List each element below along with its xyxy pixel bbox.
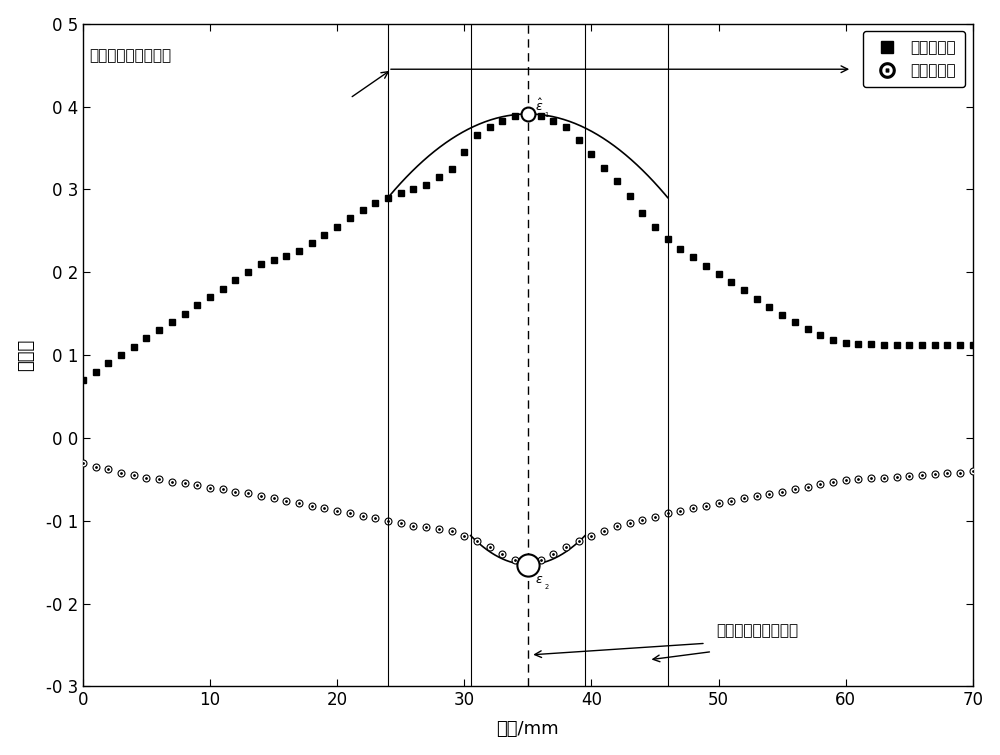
Text: $\hat{\varepsilon}$: $\hat{\varepsilon}$ (535, 97, 544, 114)
X-axis label: 长度/mm: 长度/mm (497, 720, 559, 738)
Legend: 表面主应变, 表面次应变: 表面主应变, 表面次应变 (863, 31, 965, 88)
Text: $\varepsilon$: $\varepsilon$ (535, 573, 544, 586)
Text: 拟合数据区的内边界: 拟合数据区的内边界 (716, 623, 798, 638)
Text: $_{2}$: $_{2}$ (544, 582, 550, 593)
Text: $_{1}$: $_{1}$ (544, 110, 550, 120)
Y-axis label: 真应变: 真应变 (17, 339, 35, 371)
Text: 拟合数据区的外边界: 拟合数据区的外边界 (89, 48, 171, 63)
